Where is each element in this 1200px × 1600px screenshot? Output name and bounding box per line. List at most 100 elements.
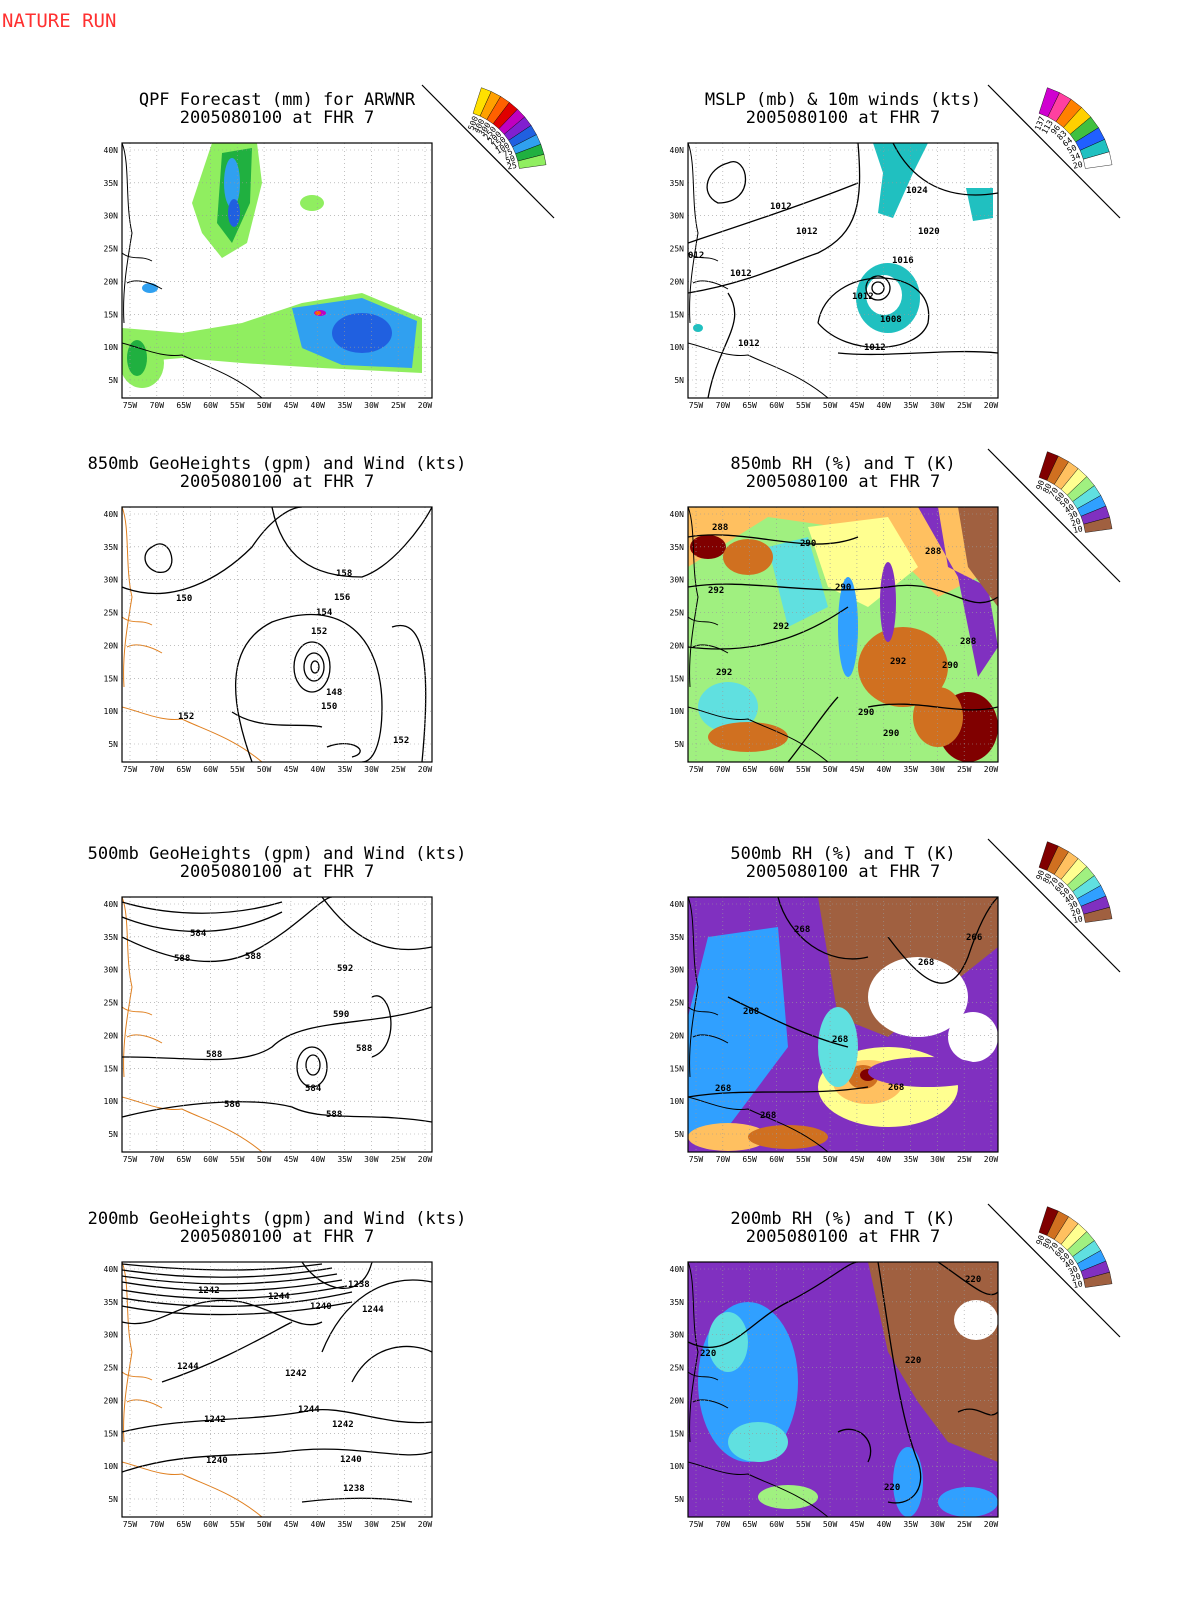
contour <box>122 1267 333 1278</box>
legend-label: 40 <box>1063 1257 1076 1270</box>
lon-label: 70W <box>716 1155 731 1164</box>
lon-label: 45W <box>850 1155 865 1164</box>
contour-label: 1240 <box>206 1456 228 1466</box>
contour-label: 1244 <box>362 1305 384 1315</box>
map-panel: 40N 35N 30N 25N 20N 15N 10N 5N 75W 70W 65W 60W 55W 50… <box>670 448 1121 774</box>
contour <box>122 901 283 914</box>
lat-label: 25N <box>104 245 119 254</box>
lon-label: 25W <box>957 1155 972 1164</box>
lat-label: 35N <box>104 1298 119 1307</box>
field-area <box>708 722 788 752</box>
lon-label: 25W <box>391 1520 406 1529</box>
contour <box>321 897 432 951</box>
lon-label: 40W <box>877 1155 892 1164</box>
legend-label: 20 <box>1070 907 1082 919</box>
lon-label: 60W <box>769 1520 784 1529</box>
lon-label: 35W <box>337 1520 352 1529</box>
lat-label: 40N <box>104 900 119 909</box>
contour-label: 152 <box>178 712 194 722</box>
lon-label: 55W <box>230 765 245 774</box>
contour-label: 290 <box>835 583 851 593</box>
lat-label: 35N <box>104 179 119 188</box>
contour-label: 288 <box>712 523 728 533</box>
lat-label: 5N <box>108 1130 118 1139</box>
lon-label: 65W <box>742 1155 757 1164</box>
map-frame <box>687 506 999 763</box>
lon-label: 25W <box>391 765 406 774</box>
lon-label: 25W <box>391 1155 406 1164</box>
lon-label: 40W <box>311 1155 326 1164</box>
contour-label: 1244 <box>298 1405 320 1415</box>
lon-label: 35W <box>903 1155 918 1164</box>
contour-label: 268 <box>832 1035 848 1045</box>
field-area <box>818 1007 858 1087</box>
lat-label: 20N <box>670 641 685 650</box>
contour <box>122 911 283 933</box>
lat-label: 5N <box>674 1495 684 1504</box>
lon-label: 60W <box>203 765 218 774</box>
map-frame <box>121 142 433 399</box>
legend-label: 10 <box>1072 1279 1083 1290</box>
contour-label: 588 <box>206 1050 222 1060</box>
lon-label: 75W <box>123 401 138 410</box>
lat-label: 35N <box>670 1298 685 1307</box>
lat-label: 30N <box>104 1331 119 1340</box>
contour-label: 266 <box>966 933 982 943</box>
map-frame <box>121 506 433 763</box>
panel-title: QPF Forecast (mm) for ARWNR <box>139 90 416 110</box>
lon-label: 75W <box>689 1155 704 1164</box>
lon-label: 45W <box>284 1155 299 1164</box>
contour-label: 292 <box>708 586 724 596</box>
contour-label: 152 <box>311 627 327 637</box>
contour <box>122 1408 432 1433</box>
contour <box>688 1086 869 1098</box>
field-area <box>873 143 928 218</box>
lon-label: 65W <box>176 1520 191 1529</box>
field <box>122 507 432 762</box>
map-panel: 40N 35N 30N 25N 20N 15N 10N 5N 75W 70W 65W 60W 55W 50… <box>88 454 467 774</box>
field-area <box>688 1123 768 1151</box>
legend-line <box>987 84 1121 219</box>
field <box>688 507 998 762</box>
contour-label: 220 <box>905 1356 921 1366</box>
lon-label: 55W <box>796 1155 811 1164</box>
field-area <box>723 539 773 575</box>
lat-label: 5N <box>108 740 118 749</box>
lon-label: 65W <box>742 401 757 410</box>
contour-label: 1244 <box>268 1292 290 1302</box>
lat-label: 15N <box>104 310 119 319</box>
lon-label: 50W <box>257 1155 272 1164</box>
field <box>688 897 998 1152</box>
lat-label: 25N <box>104 999 119 1008</box>
contour <box>161 1321 293 1383</box>
field-area <box>880 562 896 642</box>
contour-label: 1020 <box>918 227 940 237</box>
page-title: NATURE RUN <box>2 10 116 32</box>
lon-label: 60W <box>769 401 784 410</box>
map-panel: 40N 35N 30N 25N 20N 15N 10N 5N 75W 70W 65W 60W 55W 50… <box>88 844 467 1164</box>
lon-label: 75W <box>123 1155 138 1164</box>
lat-label: 25N <box>670 999 685 1008</box>
contour-label: 1012 <box>730 269 752 279</box>
lon-label: 35W <box>903 401 918 410</box>
field-area <box>728 1422 788 1462</box>
lon-label: 60W <box>203 1155 218 1164</box>
contour-label: 1240 <box>340 1455 362 1465</box>
contour-label: 220 <box>884 1483 900 1493</box>
legend-swatch <box>1083 1271 1113 1288</box>
contour <box>371 995 392 1058</box>
field <box>122 1262 432 1517</box>
field <box>688 143 998 398</box>
legend-label: 30 <box>1067 1264 1080 1276</box>
contour <box>122 1301 353 1316</box>
lon-label: 45W <box>850 765 865 774</box>
lon-label: 65W <box>176 401 191 410</box>
lat-label: 35N <box>104 933 119 942</box>
lon-label: 50W <box>823 401 838 410</box>
field <box>122 143 432 398</box>
contour-label: 588 <box>245 952 261 962</box>
contour-label: 220 <box>700 1349 716 1359</box>
panel-subtitle: 2005080100 at FHR 7 <box>746 1227 940 1247</box>
lon-label: 75W <box>689 401 704 410</box>
lon-label: 35W <box>337 401 352 410</box>
